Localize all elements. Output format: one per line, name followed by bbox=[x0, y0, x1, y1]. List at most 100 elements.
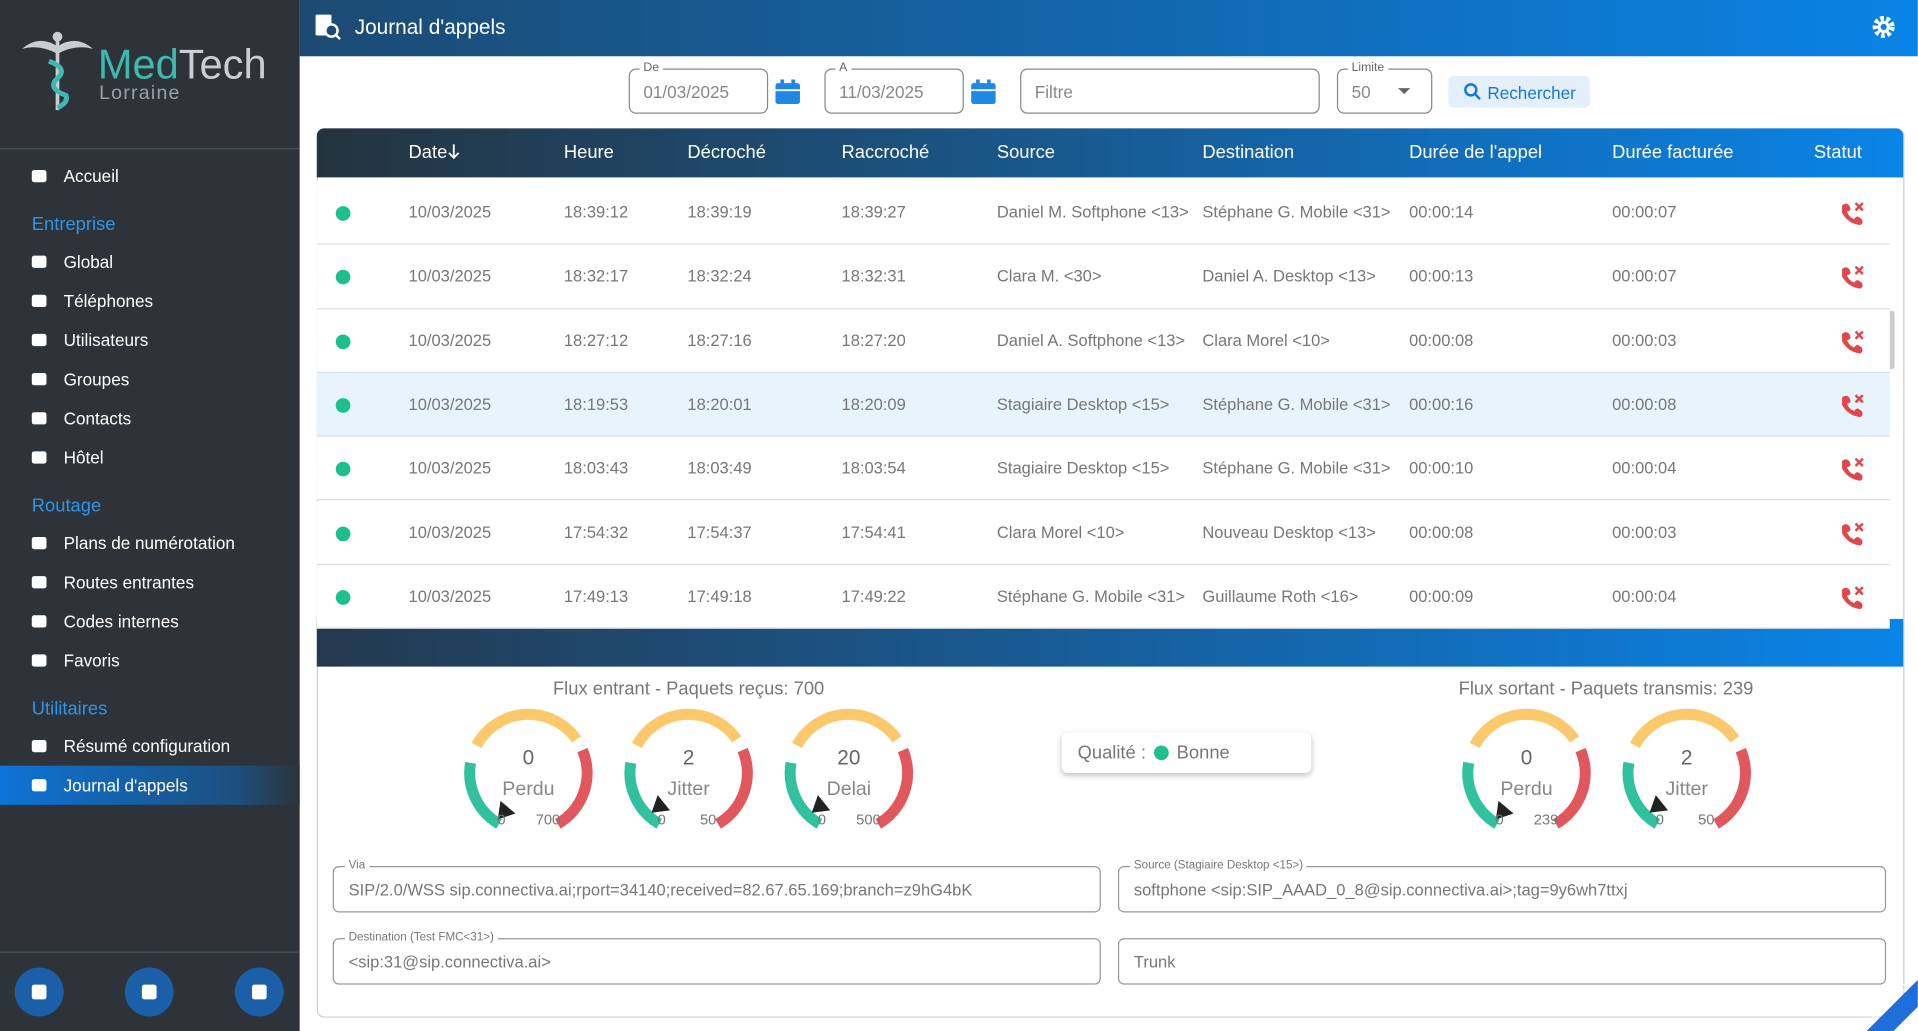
gauge-arc bbox=[784, 761, 823, 829]
hangup-icon bbox=[1842, 585, 1864, 609]
menu-item[interactable]: Global bbox=[63, 251, 114, 272]
menu-item[interactable]: Hôtel bbox=[63, 447, 104, 468]
cell: 10/03/2025 bbox=[408, 330, 492, 350]
sort-arrow[interactable] bbox=[448, 144, 460, 160]
gauge-needle bbox=[1495, 800, 1514, 820]
gauge-arc bbox=[875, 747, 914, 829]
cell: 18:27:16 bbox=[687, 330, 752, 350]
brand-part: Med bbox=[97, 41, 179, 89]
menu-icon bbox=[31, 615, 47, 628]
menu-item[interactable]: Favoris bbox=[63, 650, 120, 671]
calendar-button[interactable] bbox=[971, 79, 996, 104]
cell: 00:00:04 bbox=[1612, 586, 1677, 606]
icon-shape bbox=[31, 412, 47, 425]
menu-item[interactable]: Journal d'appels bbox=[63, 775, 188, 796]
gauge-arc bbox=[464, 761, 502, 829]
table-header bbox=[316, 128, 1904, 178]
cell: Stéphane G. Mobile <31> bbox=[996, 586, 1186, 606]
table-row[interactable] bbox=[316, 436, 1890, 501]
column-header[interactable]: Décroché bbox=[687, 141, 766, 163]
column-header[interactable]: Destination bbox=[1202, 141, 1295, 163]
cell: 10/03/2025 bbox=[408, 203, 492, 222]
table-row[interactable] bbox=[316, 500, 1890, 565]
handle bbox=[1474, 93, 1481, 100]
cross bbox=[1854, 266, 1864, 276]
calendar-line bbox=[971, 89, 996, 92]
phone bbox=[1842, 459, 1863, 481]
status-dot bbox=[335, 270, 351, 285]
column-header[interactable]: Durée de l'appel bbox=[1409, 141, 1543, 163]
filter-input[interactable] bbox=[1020, 68, 1320, 114]
column-header[interactable]: Raccroché bbox=[841, 141, 930, 163]
scrollbar[interactable] bbox=[1888, 310, 1895, 370]
cross bbox=[1854, 394, 1864, 404]
table-row[interactable] bbox=[316, 181, 1890, 245]
sip-field-label: Via bbox=[344, 858, 369, 873]
logo bbox=[22, 31, 93, 111]
cell: Daniel A. Softphone <13> bbox=[996, 330, 1186, 350]
quality-value: Bonne bbox=[1176, 742, 1230, 764]
menu-item[interactable]: Plans de numérotation bbox=[63, 533, 235, 553]
icon-shape bbox=[31, 654, 47, 667]
gauge-min: 0 bbox=[1495, 810, 1504, 829]
cell: Stéphane G. Mobile <31> bbox=[1202, 458, 1391, 478]
phone bbox=[1842, 587, 1863, 609]
menu-item[interactable]: Routes entrantes bbox=[63, 572, 195, 593]
gauge-arc bbox=[715, 747, 753, 829]
sidebar-action-button[interactable] bbox=[234, 967, 284, 1017]
menu-icon bbox=[31, 170, 47, 183]
column-header[interactable]: Source bbox=[996, 141, 1056, 163]
sip-field-label: Destination (Test FMC<31>) bbox=[344, 930, 498, 945]
table-row[interactable] bbox=[316, 308, 1890, 373]
sidebar-action-button[interactable] bbox=[124, 967, 174, 1017]
sip-field[interactable] bbox=[332, 938, 1101, 985]
column-header[interactable]: Heure bbox=[563, 141, 614, 163]
status-dot bbox=[335, 398, 351, 413]
table-row[interactable] bbox=[316, 564, 1890, 629]
menu-item[interactable]: Contacts bbox=[63, 408, 132, 429]
menu-item[interactable]: Résumé configuration bbox=[63, 736, 231, 756]
search-button[interactable] bbox=[1448, 75, 1591, 108]
cell: Stagiaire Desktop <15> bbox=[996, 394, 1170, 414]
phone bbox=[1842, 267, 1863, 290]
phone bbox=[1842, 395, 1863, 417]
cell: 18:39:19 bbox=[687, 203, 752, 222]
status-dot bbox=[335, 334, 351, 349]
sidebar-action-button[interactable] bbox=[14, 967, 64, 1017]
sip-field[interactable] bbox=[332, 865, 1101, 913]
menu-item[interactable]: Groupes bbox=[63, 369, 130, 389]
cell: Clara M. <30> bbox=[996, 267, 1102, 286]
dot bbox=[335, 589, 351, 605]
hangup-icon bbox=[1842, 202, 1864, 226]
field-label: Limite bbox=[1347, 61, 1388, 75]
gauge-arc bbox=[1462, 761, 1501, 829]
hangup-icon bbox=[1842, 330, 1864, 353]
brand-sub: Lorraine bbox=[99, 83, 181, 104]
icon-shape bbox=[31, 779, 47, 792]
calendar-button[interactable] bbox=[775, 79, 800, 104]
sip-field[interactable] bbox=[1117, 938, 1887, 985]
sip-field[interactable] bbox=[1117, 865, 1887, 913]
table-row[interactable] bbox=[316, 372, 1890, 437]
menu-item[interactable]: Téléphones bbox=[63, 291, 154, 311]
gauge-max: 700 bbox=[535, 810, 561, 829]
settings-button[interactable] bbox=[1871, 15, 1895, 39]
dot bbox=[335, 525, 351, 541]
cell: 18:39:12 bbox=[563, 203, 629, 222]
date-to-input[interactable] bbox=[824, 68, 964, 114]
gauge-value: 2 bbox=[682, 746, 695, 770]
search-label[interactable]: Rechercher bbox=[1487, 83, 1576, 103]
menu-item[interactable]: Utilisateurs bbox=[63, 330, 149, 350]
icon-shape bbox=[31, 255, 47, 268]
menu-item[interactable]: Accueil bbox=[63, 166, 119, 186]
table-row[interactable] bbox=[316, 244, 1890, 309]
menu-icon bbox=[31, 373, 47, 386]
column-header[interactable]: Date bbox=[408, 141, 448, 163]
menu-item[interactable]: Codes internes bbox=[63, 611, 179, 632]
gauge-arc bbox=[1630, 708, 1740, 749]
date-from-input[interactable] bbox=[628, 68, 769, 114]
column-header[interactable]: Statut bbox=[1813, 141, 1862, 163]
button-icon bbox=[31, 984, 47, 1000]
column-header[interactable]: Durée facturée bbox=[1612, 141, 1734, 163]
sip-field-value: SIP/2.0/WSS sip.connectiva.ai;rport=3414… bbox=[348, 880, 973, 900]
